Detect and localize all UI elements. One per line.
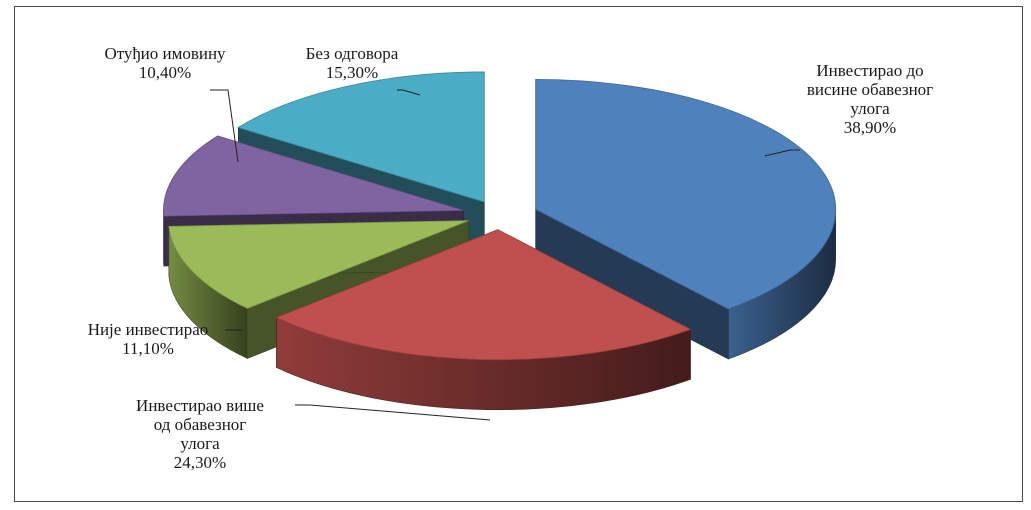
slice-label-0: улога xyxy=(850,99,890,118)
slice-label-1: Инвестирао више xyxy=(136,396,264,415)
slice-percent-0: 38,90% xyxy=(844,118,896,137)
pie-slice-0 xyxy=(535,78,837,360)
pie-slice-1 xyxy=(275,229,692,410)
slice-label-3: Отуђио имовину xyxy=(104,44,226,63)
slice-label-2: Није инвестирао xyxy=(88,320,209,339)
slice-percent-3: 10,40% xyxy=(139,63,191,82)
slice-label-1: од обавезног xyxy=(154,415,247,434)
slice-label-1: улога xyxy=(180,434,220,453)
slice-percent-2: 11,10% xyxy=(122,339,174,358)
leader-line-4 xyxy=(397,89,421,96)
slice-label-0: Инвестирао до xyxy=(816,61,923,80)
leader-line-1 xyxy=(295,404,491,421)
slice-label-4: Без одговора xyxy=(306,44,399,63)
slice-label-0: висине обавезног xyxy=(807,80,933,99)
slice-percent-1: 24,30% xyxy=(174,453,226,472)
leader-line-0 xyxy=(764,149,800,157)
leader-line-3 xyxy=(210,89,239,163)
slice-percent-4: 15,30% xyxy=(326,63,378,82)
